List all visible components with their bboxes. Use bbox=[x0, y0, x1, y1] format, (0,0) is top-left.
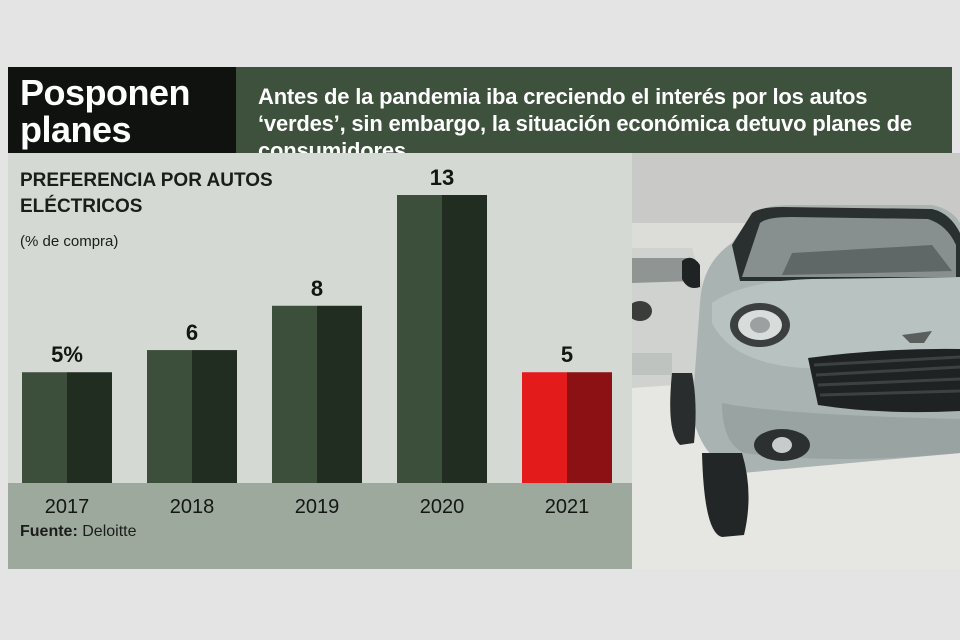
source-note: Fuente: Deloitte bbox=[20, 523, 136, 541]
page-title: Posponen planes bbox=[20, 72, 191, 150]
data-label-2018: 6 bbox=[186, 320, 198, 345]
bar-2021 bbox=[522, 372, 612, 483]
header: Posponen planes Antes de la pandemia iba… bbox=[8, 67, 952, 163]
bar-right-half bbox=[317, 305, 362, 483]
chart-panel: PREFERENCIA POR AUTOS ELÉCTRICOS (% de c… bbox=[8, 153, 632, 569]
x-tick-2018: 2018 bbox=[170, 496, 215, 518]
x-axis-band bbox=[8, 483, 632, 569]
data-label-2019: 8 bbox=[311, 276, 323, 301]
bar-left-half bbox=[22, 372, 67, 483]
bar-right-half bbox=[567, 372, 612, 483]
bar-2018 bbox=[147, 350, 237, 483]
bar-2020 bbox=[397, 195, 487, 483]
source-value: Deloitte bbox=[82, 523, 137, 540]
bar-left-half bbox=[147, 350, 192, 483]
data-label-2020: 13 bbox=[430, 165, 454, 190]
bar-left-half bbox=[272, 305, 317, 483]
title-box: Posponen planes bbox=[8, 67, 236, 153]
chart-title: PREFERENCIA POR AUTOS ELÉCTRICOS bbox=[20, 170, 273, 217]
bar-left-half bbox=[397, 195, 442, 483]
electric-car-image bbox=[632, 153, 960, 569]
x-tick-2019: 2019 bbox=[295, 496, 340, 518]
bar-left-half bbox=[522, 372, 567, 483]
page-subtitle: Antes de la pandemia iba creciendo el in… bbox=[258, 84, 912, 163]
x-tick-2021: 2021 bbox=[545, 496, 590, 518]
source-label: Fuente: bbox=[20, 523, 78, 540]
chart-unit-label: (% de compra) bbox=[20, 233, 119, 250]
data-label-2017: 5% bbox=[51, 342, 83, 367]
x-tick-2017: 2017 bbox=[45, 496, 90, 518]
subtitle-box: Antes de la pandemia iba creciendo el in… bbox=[236, 67, 952, 163]
bar-right-half bbox=[192, 350, 237, 483]
bar-chart: 5% 2017 6 2018 8 2019 13 2020 5 2021 bbox=[22, 165, 612, 518]
bar-right-half bbox=[67, 372, 112, 483]
bar-2019 bbox=[272, 305, 362, 483]
car-photo bbox=[632, 153, 960, 569]
bar-right-half bbox=[442, 195, 487, 483]
data-label-2021: 5 bbox=[561, 342, 573, 367]
x-tick-2020: 2020 bbox=[420, 496, 465, 518]
bar-2017 bbox=[22, 372, 112, 483]
